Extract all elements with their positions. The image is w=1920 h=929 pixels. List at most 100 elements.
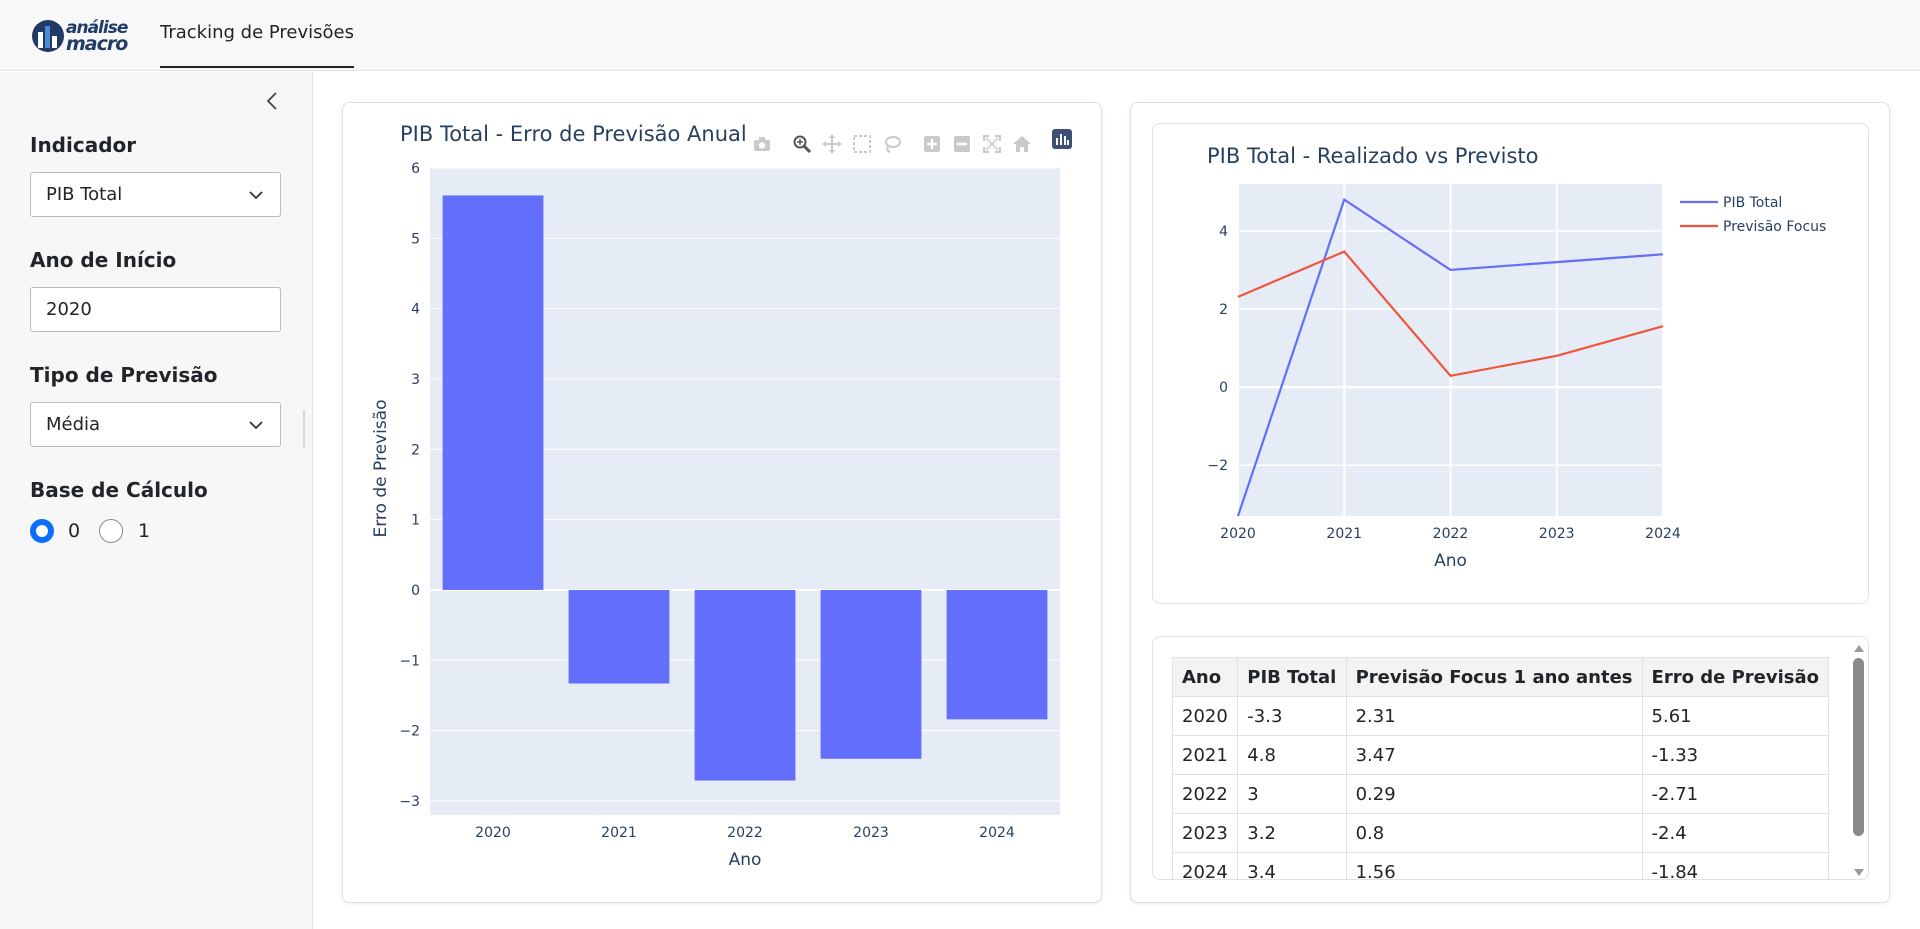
- table-cell: 0.29: [1345, 774, 1643, 814]
- tipo-previsao-select[interactable]: Média: [30, 402, 281, 447]
- bar-y-tick-label: 0: [411, 583, 420, 599]
- bar-x-tick-label: 2023: [853, 825, 889, 841]
- tipo-previsao-select-value: Média: [46, 414, 101, 435]
- legend-entry-1[interactable]: Previsão Focus: [1723, 219, 1826, 235]
- line-chart-title: PIB Total - Realizado vs Previsto: [1207, 144, 1539, 168]
- table-cell: 0.8: [1345, 813, 1643, 853]
- table-cell: 2023: [1172, 813, 1239, 853]
- table-cell: 2024: [1172, 852, 1239, 879]
- plotly-logo-icon[interactable]: [1052, 129, 1072, 149]
- indicador-select-value: PIB Total: [46, 184, 123, 205]
- tipo-previsao-label: Tipo de Previsão: [30, 363, 218, 387]
- analise-macro-logo[interactable]: análise macro: [30, 16, 130, 56]
- indicador-label: Indicador: [30, 133, 137, 157]
- scroll-up-arrow-icon[interactable]: [1854, 645, 1864, 652]
- logo-text-line2: macro: [66, 33, 128, 55]
- zoom-in-icon[interactable]: [922, 134, 942, 154]
- zoom-out-icon[interactable]: [952, 134, 972, 154]
- chevron-down-icon: [249, 421, 263, 430]
- table-cell: -3.3: [1237, 696, 1347, 736]
- column-header-erro-previsao[interactable]: Erro de Previsão: [1641, 657, 1829, 697]
- tab-tracking-de-previsoes[interactable]: Tracking de Previsões: [160, 0, 354, 68]
- line-y-tick-label: 4: [1219, 224, 1228, 240]
- line-y-tick-label: 2: [1219, 302, 1228, 318]
- table-scrollbar[interactable]: [1852, 643, 1866, 878]
- series-line-0[interactable]: [1236, 197, 1664, 517]
- autoscale-icon[interactable]: [982, 134, 1002, 154]
- bar[interactable]: [568, 589, 670, 684]
- table-cell: -1.33: [1641, 735, 1829, 775]
- table-cell: 1.56: [1345, 852, 1643, 879]
- logo-mark-icon: [32, 20, 64, 52]
- column-header-ano[interactable]: Ano: [1172, 657, 1239, 697]
- base-calculo-label: Base de Cálculo: [30, 478, 208, 502]
- table-cell: -2.4: [1641, 813, 1829, 853]
- table-cell: 3.4: [1237, 852, 1347, 879]
- line-y-tick-label: 0: [1219, 380, 1228, 396]
- ano-inicio-value: 2020: [46, 299, 92, 320]
- bar-chart[interactable]: 6 5 4 3 2 1 0 −1 −2 −3 2020 2021 2022 2023 2024 Ano Erro…: [342, 102, 1102, 903]
- base-calculo-radio-0[interactable]: [30, 519, 54, 543]
- sidebar: Indicador PIB Total Ano de Início 2020 T…: [0, 72, 313, 929]
- table-cell: -1.84: [1641, 852, 1829, 879]
- bar-y-tick-label: −3: [399, 794, 420, 810]
- bar[interactable]: [820, 589, 922, 759]
- bar-y-tick-label: −1: [399, 653, 420, 669]
- indicador-select[interactable]: PIB Total: [30, 172, 281, 217]
- bar-y-tick-label: 3: [411, 372, 420, 388]
- box-select-icon[interactable]: [852, 134, 872, 154]
- column-header-pib-total[interactable]: PIB Total: [1237, 657, 1347, 697]
- table-row: 2021 4.8 3.47 -1.33: [1172, 735, 1829, 775]
- lasso-icon[interactable]: [882, 134, 902, 154]
- bar[interactable]: [694, 589, 796, 781]
- line-x-tick-label: 2023: [1539, 526, 1575, 542]
- reset-axes-icon[interactable]: [1012, 134, 1032, 154]
- bar-y-tick-label: 5: [411, 231, 420, 247]
- table-cell: 3.2: [1237, 813, 1347, 853]
- ano-inicio-input[interactable]: 2020: [30, 287, 281, 332]
- pan-icon[interactable]: [822, 134, 842, 154]
- column-header-previsao-focus[interactable]: Previsão Focus 1 ano antes: [1345, 657, 1643, 697]
- bar-y-tick-label: 4: [411, 302, 420, 318]
- sidebar-resize-handle[interactable]: [303, 410, 305, 448]
- bar-y-tick-label: 6: [411, 161, 420, 177]
- table-scrollbar-thumb[interactable]: [1853, 658, 1864, 836]
- zoom-icon[interactable]: [792, 134, 812, 154]
- bar-x-tick-label: 2020: [475, 825, 511, 841]
- ano-inicio-label: Ano de Início: [30, 248, 177, 272]
- table-header-row: Ano PIB Total Previsão Focus 1 ano antes…: [1172, 657, 1829, 697]
- data-table-wrapper: Ano PIB Total Previsão Focus 1 ano antes…: [1172, 657, 1829, 879]
- table-cell: 2021: [1172, 735, 1239, 775]
- bar[interactable]: [946, 589, 1048, 720]
- table-cell: -2.71: [1641, 774, 1829, 814]
- camera-icon[interactable]: [752, 134, 772, 154]
- bar[interactable]: [442, 195, 544, 590]
- legend-entry-0[interactable]: PIB Total: [1723, 195, 1782, 211]
- base-calculo-option-0-label: 0: [68, 520, 81, 542]
- table-cell: 5.61: [1641, 696, 1829, 736]
- table-row: 2024 3.4 1.56 -1.84: [1172, 852, 1829, 879]
- collapse-sidebar-icon[interactable]: [262, 90, 284, 112]
- line-y-tick-label: −2: [1207, 458, 1228, 474]
- bar-x-axis-title: Ano: [729, 850, 762, 870]
- table-cell: 2020: [1172, 696, 1239, 736]
- table-cell: 3.47: [1345, 735, 1643, 775]
- scroll-down-arrow-icon[interactable]: [1854, 869, 1864, 876]
- table-row: 2020 -3.3 2.31 5.61: [1172, 696, 1829, 736]
- series-line-1[interactable]: [1237, 250, 1664, 377]
- logo-text-line1: análise: [66, 18, 128, 38]
- table-cell: 3: [1237, 774, 1347, 814]
- line-x-tick-label: 2022: [1433, 526, 1469, 542]
- line-x-tick-label: 2024: [1645, 526, 1681, 542]
- line-x-tick-label: 2020: [1220, 526, 1256, 542]
- bar-x-tick-label: 2024: [979, 825, 1015, 841]
- line-chart[interactable]: 2020 2021 2022 2023 2024 4 2 0 −2 PIB Total Previs…: [1152, 123, 1869, 604]
- base-calculo-radio-1[interactable]: [99, 519, 123, 543]
- line-x-axis-title: Ano: [1434, 551, 1467, 571]
- bar-chart-title: PIB Total - Erro de Previsão Anual: [400, 122, 747, 146]
- table-row: 2022 3 0.29 -2.71: [1172, 774, 1829, 814]
- table-cell: 2.31: [1345, 696, 1643, 736]
- chevron-down-icon: [249, 191, 263, 200]
- table-row: 2023 3.2 0.8 -2.4: [1172, 813, 1829, 853]
- table-cell: 2022: [1172, 774, 1239, 814]
